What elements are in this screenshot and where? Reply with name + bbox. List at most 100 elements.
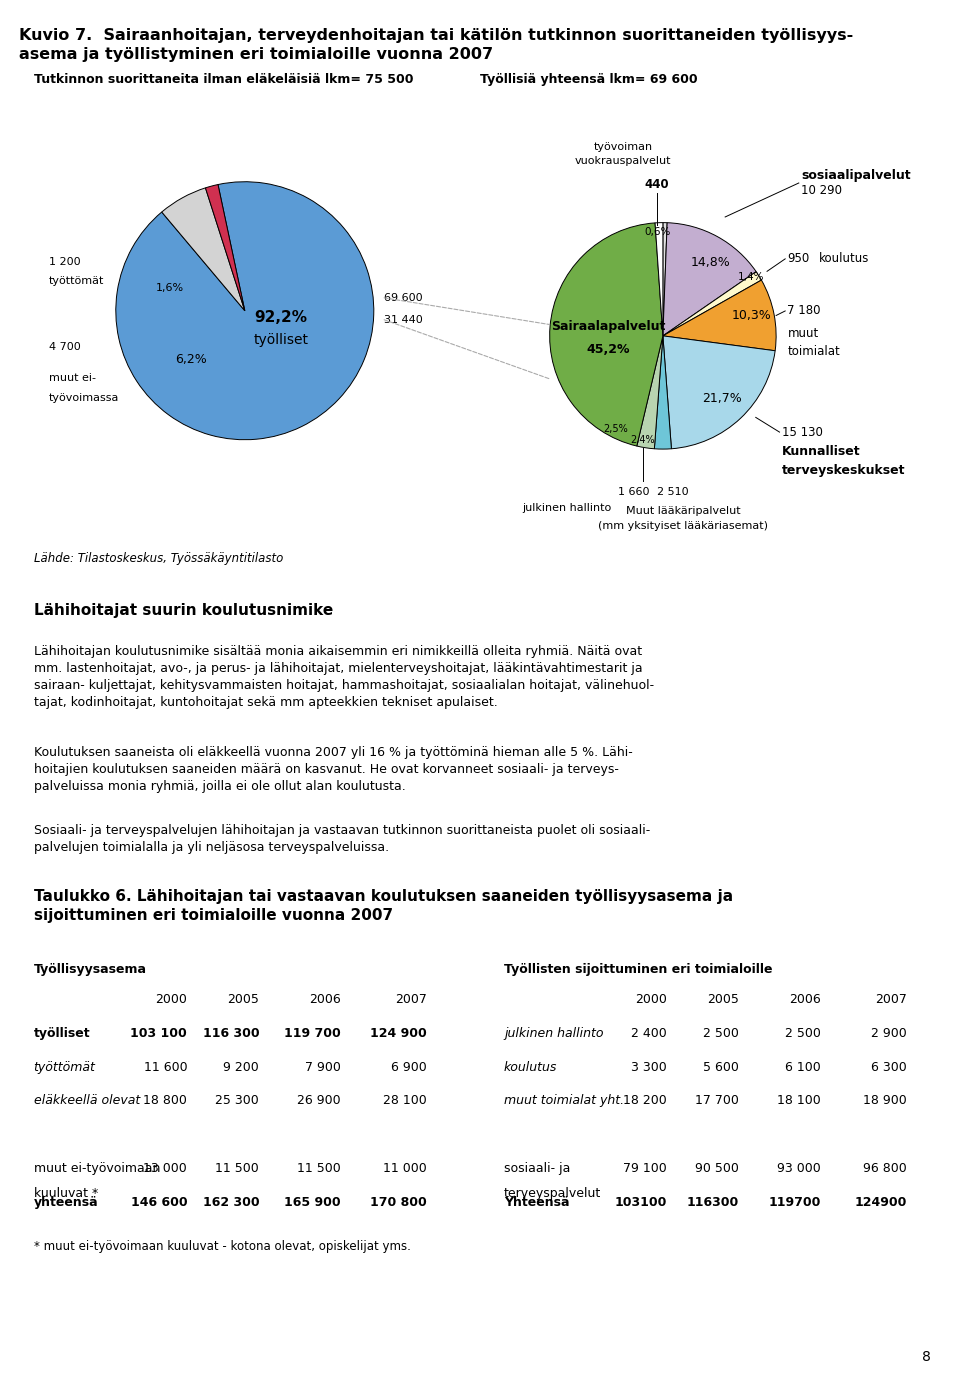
- Text: 124900: 124900: [854, 1196, 907, 1208]
- Text: 116 300: 116 300: [203, 1027, 259, 1040]
- Text: 2007: 2007: [396, 993, 427, 1005]
- Text: 6 300: 6 300: [872, 1061, 907, 1073]
- Text: 162 300: 162 300: [203, 1196, 259, 1208]
- Text: työlliset: työlliset: [253, 333, 308, 348]
- Text: * muut ei-työvoimaan kuuluvat - kotona olevat, opiskelijat yms.: * muut ei-työvoimaan kuuluvat - kotona o…: [34, 1240, 411, 1253]
- Text: 15 130: 15 130: [781, 425, 823, 439]
- Text: työvoiman: työvoiman: [593, 142, 653, 152]
- Text: sosiaali- ja: sosiaali- ja: [504, 1163, 570, 1175]
- Text: toimialat: toimialat: [787, 345, 840, 358]
- Text: Muut lääkäripalvelut: Muut lääkäripalvelut: [626, 507, 740, 516]
- Text: 96 800: 96 800: [863, 1163, 907, 1175]
- Text: 116300: 116300: [687, 1196, 739, 1208]
- Text: 69 600: 69 600: [384, 293, 422, 302]
- Text: 103 100: 103 100: [131, 1027, 187, 1040]
- Text: 79 100: 79 100: [623, 1163, 667, 1175]
- Text: 2006: 2006: [789, 993, 821, 1005]
- Text: eläkkeellä olevat: eläkkeellä olevat: [34, 1095, 140, 1108]
- Text: 124 900: 124 900: [371, 1027, 427, 1040]
- Text: 21,7%: 21,7%: [702, 392, 742, 405]
- Text: 14,8%: 14,8%: [690, 255, 731, 269]
- Text: työlliset: työlliset: [34, 1027, 90, 1040]
- Wedge shape: [636, 336, 663, 449]
- Text: muut: muut: [787, 327, 819, 340]
- Text: 4 700: 4 700: [49, 342, 81, 352]
- Text: Sosiaali- ja terveyspalvelujen lähihoitajan ja vastaavan tutkinnon suorittaneist: Sosiaali- ja terveyspalvelujen lähihoita…: [34, 824, 650, 855]
- Text: työttömät: työttömät: [49, 276, 104, 286]
- Text: 11 500: 11 500: [215, 1163, 259, 1175]
- Wedge shape: [663, 222, 756, 336]
- Text: 2 500: 2 500: [704, 1027, 739, 1040]
- Text: 119700: 119700: [768, 1196, 821, 1208]
- Text: työvoimassa: työvoimassa: [49, 394, 119, 403]
- Wedge shape: [663, 280, 776, 351]
- Text: Taulukko 6. Lähihoitajan tai vastaavan koulutuksen saaneiden työllisyysasema ja
: Taulukko 6. Lähihoitajan tai vastaavan k…: [34, 889, 732, 923]
- Text: 2 400: 2 400: [632, 1027, 667, 1040]
- Text: 1,6%: 1,6%: [156, 283, 184, 293]
- Text: työttömät: työttömät: [34, 1061, 95, 1073]
- Text: Yhteensä: Yhteensä: [504, 1196, 569, 1208]
- Text: 2005: 2005: [708, 993, 739, 1005]
- Text: yhteensä: yhteensä: [34, 1196, 98, 1208]
- Text: Tutkinnon suorittaneita ilman eläkeläisiä lkm= 75 500: Tutkinnon suorittaneita ilman eläkeläisi…: [34, 73, 413, 86]
- Wedge shape: [550, 222, 663, 446]
- Text: 5 600: 5 600: [704, 1061, 739, 1073]
- Text: 25 300: 25 300: [215, 1095, 259, 1108]
- Wedge shape: [663, 222, 667, 336]
- Wedge shape: [655, 222, 663, 336]
- Wedge shape: [663, 336, 775, 449]
- Text: terveyskeskukset: terveyskeskukset: [781, 464, 905, 476]
- Text: muut ei-: muut ei-: [49, 373, 96, 383]
- Text: 2006: 2006: [309, 993, 341, 1005]
- Text: 11 600: 11 600: [144, 1061, 187, 1073]
- Text: 45,2%: 45,2%: [587, 342, 631, 356]
- Text: 3 300: 3 300: [632, 1061, 667, 1073]
- Text: Työllisiä yhteensä lkm= 69 600: Työllisiä yhteensä lkm= 69 600: [480, 73, 698, 86]
- Text: terveyspalvelut: terveyspalvelut: [504, 1188, 601, 1200]
- Wedge shape: [663, 272, 761, 336]
- Text: 11 500: 11 500: [297, 1163, 341, 1175]
- Text: 9 200: 9 200: [224, 1061, 259, 1073]
- Text: 92,2%: 92,2%: [254, 309, 307, 325]
- Text: 165 900: 165 900: [284, 1196, 341, 1208]
- Wedge shape: [205, 185, 245, 311]
- Text: 8: 8: [923, 1351, 931, 1364]
- Text: 0,6%: 0,6%: [644, 226, 670, 236]
- Text: muut toimialat yht.: muut toimialat yht.: [504, 1095, 624, 1108]
- Text: muut ei-työvoimaan: muut ei-työvoimaan: [34, 1163, 160, 1175]
- Text: 2005: 2005: [228, 993, 259, 1005]
- Wedge shape: [116, 182, 373, 439]
- Text: 26 900: 26 900: [298, 1095, 341, 1108]
- Text: 7 180: 7 180: [787, 304, 821, 318]
- Text: 950: 950: [787, 253, 809, 265]
- Text: 170 800: 170 800: [371, 1196, 427, 1208]
- Text: Lähde: Tilastoskeskus, Työssäkäyntitilasto: Lähde: Tilastoskeskus, Työssäkäyntitilas…: [34, 552, 283, 565]
- Text: 2,4%: 2,4%: [630, 435, 655, 445]
- Text: 2 900: 2 900: [872, 1027, 907, 1040]
- Text: julkinen hallinto: julkinen hallinto: [522, 503, 612, 512]
- Text: 17 700: 17 700: [695, 1095, 739, 1108]
- Text: 6 100: 6 100: [785, 1061, 821, 1073]
- Text: (mm yksityiset lääkäriasemat): (mm yksityiset lääkäriasemat): [598, 521, 768, 532]
- Text: 440: 440: [645, 178, 669, 191]
- Text: Työllisyysasema: Työllisyysasema: [34, 963, 147, 975]
- Text: 2 510: 2 510: [658, 487, 689, 497]
- Text: Kunnalliset: Kunnalliset: [781, 445, 860, 458]
- Text: 2 500: 2 500: [785, 1027, 821, 1040]
- Text: 18 900: 18 900: [863, 1095, 907, 1108]
- Text: vuokrauspalvelut: vuokrauspalvelut: [575, 156, 671, 166]
- Text: 90 500: 90 500: [695, 1163, 739, 1175]
- Text: 146 600: 146 600: [131, 1196, 187, 1208]
- Wedge shape: [161, 188, 245, 311]
- Text: 6,2%: 6,2%: [175, 354, 206, 366]
- Text: Kuvio 7.  Sairaanhoitajan, terveydenhoitajan tai kätilön tutkinnon suorittaneide: Kuvio 7. Sairaanhoitajan, terveydenhoita…: [19, 28, 853, 43]
- Text: julkinen hallinto: julkinen hallinto: [504, 1027, 604, 1040]
- Text: sosiaalipalvelut: sosiaalipalvelut: [801, 168, 911, 181]
- Text: 1 660: 1 660: [618, 487, 649, 497]
- Text: Työllisten sijoittuminen eri toimialoille: Työllisten sijoittuminen eri toimialoill…: [504, 963, 773, 975]
- Text: Sairaalapalvelut: Sairaalapalvelut: [551, 320, 665, 333]
- Text: Koulutuksen saaneista oli eläkkeellä vuonna 2007 yli 16 % ja työttöminä hieman a: Koulutuksen saaneista oli eläkkeellä vuo…: [34, 746, 633, 793]
- Text: 10 290: 10 290: [801, 185, 842, 197]
- Text: Lähihoitajat suurin koulutusnimike: Lähihoitajat suurin koulutusnimike: [34, 603, 333, 619]
- Text: 1 200: 1 200: [49, 257, 81, 267]
